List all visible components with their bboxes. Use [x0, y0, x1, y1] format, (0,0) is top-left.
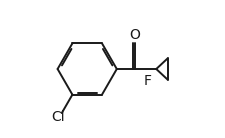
Text: Cl: Cl	[51, 110, 65, 124]
Text: O: O	[129, 28, 140, 42]
Text: F: F	[143, 74, 151, 88]
